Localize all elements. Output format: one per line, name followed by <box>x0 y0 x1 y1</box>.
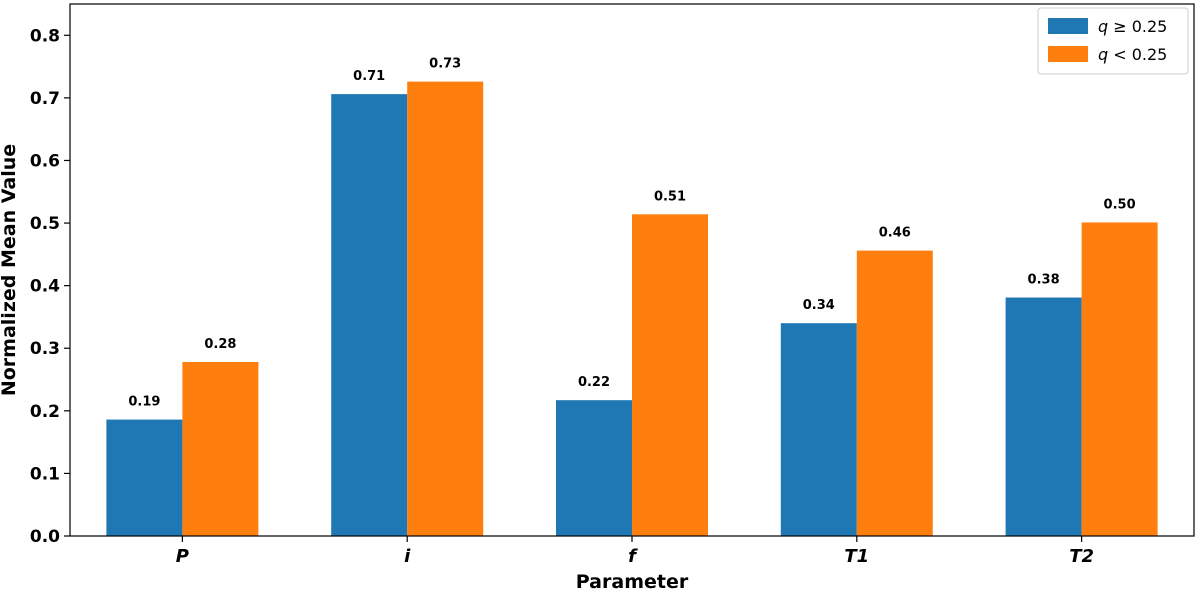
y-tick-label: 0.1 <box>30 464 60 484</box>
bar-P-series2 <box>182 362 259 536</box>
value-labels-layer: 0.19 0.28 0.71 0.73 0.22 0.51 0.34 0.46 0.38 0.50 <box>128 57 1135 410</box>
bar-value-label: 0.38 <box>1028 273 1060 288</box>
bar-P-series1 <box>106 419 183 536</box>
legend-swatch <box>1048 18 1088 34</box>
bar-f-series1 <box>556 400 632 536</box>
x-tick-label: P <box>176 546 189 567</box>
bar-i-series2 <box>407 81 484 537</box>
bar-value-label: 0.19 <box>128 395 160 410</box>
x-tick-label: T2 <box>1069 546 1094 567</box>
x-axis-title: Parameter <box>576 571 689 592</box>
bar-value-label: 0.34 <box>803 298 835 313</box>
bars-layer <box>106 81 1158 537</box>
bar-value-label: 0.50 <box>1104 197 1136 212</box>
x-tick-label: f <box>628 546 638 567</box>
y-axis-title: Normalized Mean Value <box>0 144 20 396</box>
y-axis: 0.0 0.1 0.2 0.3 0.4 0.5 0.6 0.7 0.8 <box>30 26 70 547</box>
bar-f-series2 <box>632 214 708 537</box>
x-tick-label: T1 <box>844 546 869 567</box>
y-tick-label: 0.4 <box>30 277 60 297</box>
y-tick-label: 0.5 <box>30 214 60 234</box>
bar-T1-series2 <box>856 250 933 536</box>
bar-value-label: 0.73 <box>429 57 461 72</box>
legend-label-condition: ≥ 0.25 <box>1108 17 1167 36</box>
legend-label-variable: q <box>1098 17 1108 36</box>
legend-swatch <box>1048 46 1088 62</box>
legend-label: q ≥ 0.25 <box>1098 17 1167 36</box>
y-tick-label: 0.3 <box>30 339 60 359</box>
bar-value-label: 0.22 <box>578 375 610 390</box>
legend: q ≥ 0.25q < 0.25 <box>1037 7 1189 75</box>
y-tick-label: 0.0 <box>30 527 60 547</box>
legend-label-variable: q <box>1098 45 1108 64</box>
bar-value-label: 0.46 <box>879 226 911 241</box>
y-tick-label: 0.8 <box>30 26 60 46</box>
bar-T2-series2 <box>1081 222 1158 537</box>
x-tick-label: i <box>404 546 411 567</box>
y-tick-label: 0.6 <box>30 151 60 171</box>
bar-T2-series1 <box>1005 297 1082 536</box>
plot-frame <box>69 3 1195 537</box>
bar-T1-series1 <box>780 323 857 536</box>
bar-value-label: 0.51 <box>654 189 686 204</box>
legend-label: q < 0.25 <box>1098 45 1167 64</box>
legend-label-condition: < 0.25 <box>1108 45 1167 64</box>
bar-value-label: 0.28 <box>204 337 236 352</box>
bar-value-label: 0.71 <box>353 69 385 84</box>
y-tick-label: 0.7 <box>30 89 60 109</box>
bar-i-series1 <box>331 94 408 536</box>
y-tick-label: 0.2 <box>30 402 60 422</box>
